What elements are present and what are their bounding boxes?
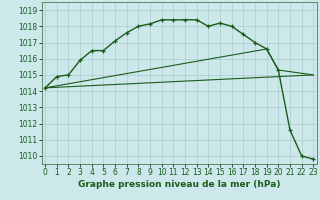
X-axis label: Graphe pression niveau de la mer (hPa): Graphe pression niveau de la mer (hPa) [78, 180, 280, 189]
